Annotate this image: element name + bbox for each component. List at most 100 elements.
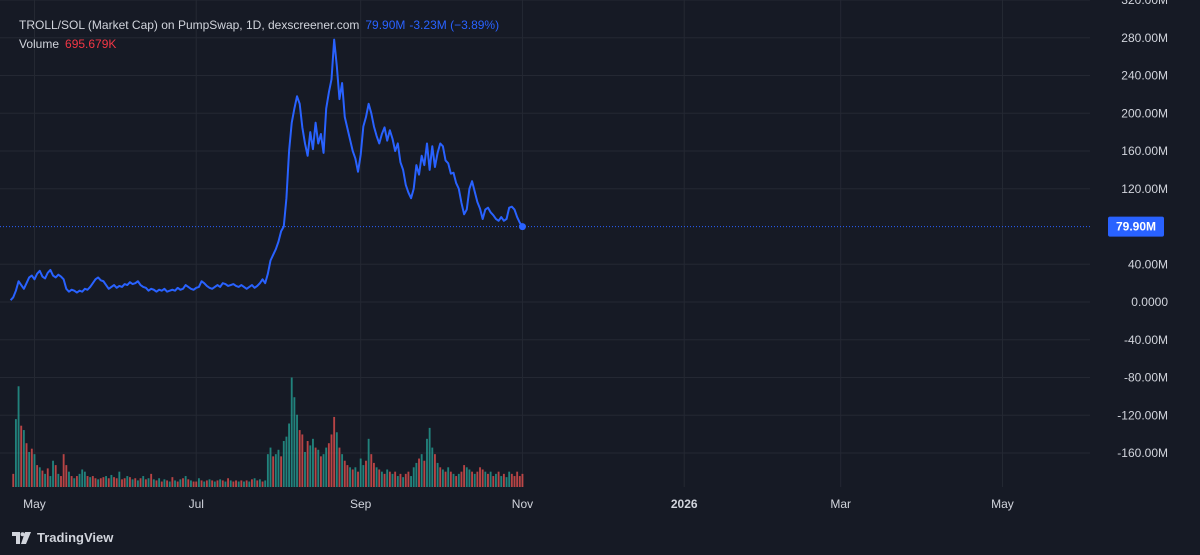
volume-bar bbox=[89, 477, 92, 487]
volume-bar bbox=[452, 473, 455, 487]
volume-bar bbox=[243, 481, 245, 487]
volume-bar bbox=[227, 478, 230, 487]
tradingview-brand: TradingView bbox=[37, 530, 114, 545]
y-tick-label: 280.00M bbox=[1121, 31, 1168, 45]
volume-bar bbox=[346, 465, 349, 487]
volume-bar bbox=[118, 471, 121, 487]
volume-bar bbox=[428, 427, 431, 487]
volume-bar bbox=[282, 441, 285, 487]
volume-bar bbox=[86, 476, 89, 487]
volume-bar bbox=[235, 480, 237, 487]
volume-bar bbox=[293, 397, 296, 487]
x-tick-label: Jul bbox=[189, 497, 204, 511]
volume-bar bbox=[190, 480, 192, 487]
volume-bar bbox=[479, 467, 481, 487]
volume-bar bbox=[144, 479, 147, 487]
volume-bar bbox=[404, 473, 407, 487]
x-tick-label: 2026 bbox=[671, 497, 698, 511]
volume-bar bbox=[62, 454, 65, 487]
volume-bar bbox=[163, 479, 166, 487]
last-value-tag-label: 79.90M bbox=[1116, 220, 1156, 234]
volume-bar bbox=[94, 478, 97, 487]
y-tick-label: 160.00M bbox=[1121, 144, 1168, 158]
volume-bar bbox=[237, 481, 240, 487]
volume-bar bbox=[465, 467, 468, 487]
volume-bar bbox=[166, 480, 169, 487]
volume-bar bbox=[516, 471, 519, 487]
market-cap-chart[interactable]: 320.00M 280.00M 240.00M 200.00M 160.00M 120.0… bbox=[0, 0, 1200, 520]
volume-bar bbox=[502, 473, 505, 487]
y-tick-label: 240.00M bbox=[1121, 69, 1168, 83]
volume-bar bbox=[12, 473, 15, 487]
volume-bar bbox=[258, 479, 261, 487]
volume-bar bbox=[447, 467, 450, 487]
tradingview-logo[interactable]: TradingView bbox=[12, 530, 113, 545]
volume-bar bbox=[298, 430, 301, 487]
volume-bar bbox=[99, 478, 102, 487]
legend-change: -3.23M (−3.89%) bbox=[409, 18, 500, 32]
volume-bar bbox=[304, 451, 306, 487]
volume-bar bbox=[354, 467, 357, 487]
volume-bar bbox=[240, 480, 243, 487]
volume-bar bbox=[349, 467, 352, 487]
volume-bar bbox=[30, 448, 33, 487]
volume-bar bbox=[508, 471, 511, 487]
volume-bar bbox=[513, 476, 516, 487]
volume-bar bbox=[290, 377, 293, 487]
volume-bar bbox=[378, 469, 381, 487]
volume-bar bbox=[75, 476, 78, 487]
time-axis[interactable]: May Jul Sep Nov 2026 Mar May bbox=[23, 497, 1014, 511]
volume-bar bbox=[444, 471, 447, 487]
volume-bar bbox=[107, 478, 110, 487]
volume-bar bbox=[251, 479, 253, 487]
volume-bar bbox=[52, 460, 54, 487]
volume-bar bbox=[266, 454, 269, 487]
x-tick-label: Mar bbox=[830, 497, 851, 511]
price-axis[interactable]: 320.00M 280.00M 240.00M 200.00M 160.00M 120.0… bbox=[1117, 0, 1168, 460]
volume-bar bbox=[426, 438, 428, 487]
volume-bar bbox=[184, 476, 187, 487]
volume-bar bbox=[131, 479, 134, 487]
volume-bar bbox=[203, 481, 206, 487]
volume-bar bbox=[192, 481, 195, 487]
volume-bar bbox=[380, 471, 383, 487]
volume-bar bbox=[78, 473, 81, 487]
volume-bar bbox=[319, 456, 322, 487]
volume-bar bbox=[110, 474, 113, 487]
volume-bar bbox=[136, 480, 139, 487]
volume-bar bbox=[476, 471, 479, 487]
volume-bar bbox=[197, 478, 200, 487]
volume-bar bbox=[70, 476, 73, 487]
volume-bar bbox=[147, 478, 150, 487]
volume-bar bbox=[38, 467, 41, 487]
volume-bar bbox=[481, 469, 484, 487]
volume-bar bbox=[484, 471, 487, 487]
volume-bar bbox=[367, 438, 370, 487]
volume-bar bbox=[407, 471, 410, 487]
y-tick-label: -80.00M bbox=[1124, 371, 1168, 385]
volume-bar bbox=[269, 447, 272, 487]
volume-bar bbox=[123, 478, 126, 487]
volume-bar bbox=[375, 467, 378, 487]
volume-bar bbox=[394, 471, 397, 487]
volume-bar bbox=[126, 476, 129, 487]
volume-bar bbox=[431, 447, 434, 487]
tradingview-logo-icon bbox=[12, 531, 32, 544]
volume-bar bbox=[489, 471, 492, 487]
volume-bar bbox=[208, 479, 211, 487]
volume-bar bbox=[362, 465, 365, 487]
volume-bar bbox=[182, 478, 184, 487]
volume-bar bbox=[232, 481, 235, 487]
volume-bar bbox=[280, 456, 283, 487]
legend-value: 79.90M bbox=[365, 18, 406, 32]
volume-bar bbox=[301, 434, 304, 487]
volume-bar bbox=[333, 416, 336, 487]
volume-bar bbox=[330, 434, 333, 487]
volume-bar bbox=[187, 479, 190, 487]
last-value-dot bbox=[518, 223, 526, 231]
volume-bar bbox=[22, 430, 25, 487]
volume-bar bbox=[176, 481, 179, 487]
legend-volume-label: Volume bbox=[19, 37, 60, 51]
volume-bar bbox=[171, 477, 174, 487]
volume-bar bbox=[20, 425, 23, 487]
